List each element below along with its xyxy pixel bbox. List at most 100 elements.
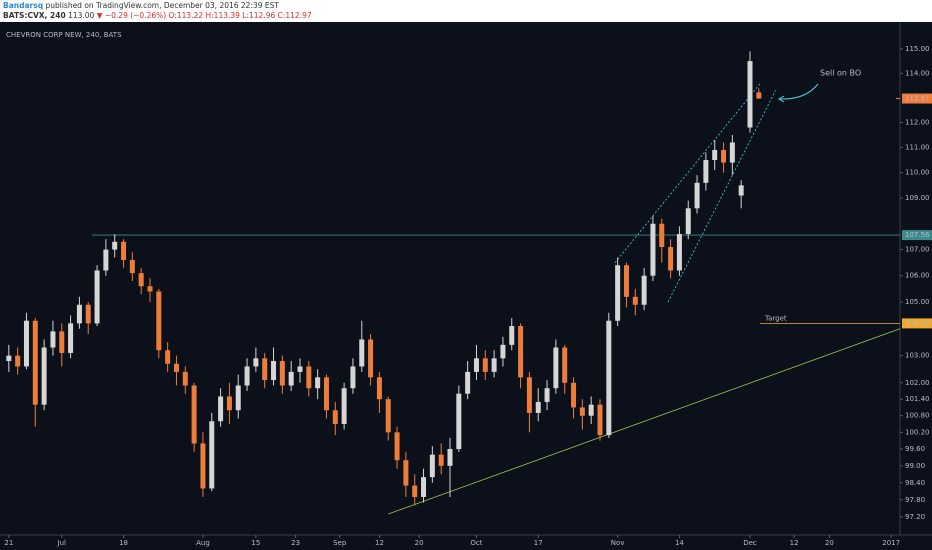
candle-body	[191, 385, 197, 444]
author[interactable]: Bandarsq	[3, 1, 43, 10]
x-tick-label: Dec	[743, 539, 757, 547]
candle-body	[509, 326, 515, 345]
y-tick-label: 100.20	[905, 428, 930, 436]
y-tick-label: 102.00	[905, 379, 930, 387]
candle-body	[94, 270, 100, 324]
y-tick-label: 110.00	[905, 169, 930, 177]
x-tick-label: Nov	[611, 539, 625, 547]
level-label: 104.20	[905, 319, 930, 327]
x-tick-label: 23	[291, 539, 300, 547]
candle-body	[76, 304, 82, 324]
candle-body	[350, 366, 356, 389]
candle-body	[226, 396, 232, 411]
trend-line	[388, 328, 901, 515]
trend-line	[614, 82, 761, 263]
chart-title: CHEVRON CORP NEW, 240, BATS	[6, 31, 122, 39]
candle-body	[297, 366, 303, 372]
x-tick-label: 12	[790, 539, 799, 547]
header-bar	[0, 0, 932, 22]
x-tick-label: Sep	[333, 539, 347, 547]
candle-body	[606, 320, 612, 436]
candle-body	[279, 361, 285, 386]
candle-body	[306, 366, 312, 389]
candle-body	[288, 371, 294, 386]
candle-body	[579, 407, 585, 416]
level-text: Target	[764, 314, 787, 322]
candle-body	[615, 265, 621, 321]
candle-body	[650, 223, 656, 276]
y-tick-label: 99.00	[905, 462, 925, 470]
candle-body	[59, 331, 65, 353]
candle-body	[553, 347, 559, 389]
candle-body	[562, 347, 568, 383]
change: ▼ −0.29 (−0.26%)	[97, 11, 167, 20]
candle-body	[235, 385, 241, 411]
level-label: 107.56	[905, 231, 930, 239]
candle-body	[747, 61, 753, 128]
symbol-line: BATS:CVX, 240 113.00 ▼ −0.29 (−0.26%) O:…	[3, 11, 312, 20]
candle-body	[632, 296, 638, 305]
candle-body	[703, 160, 709, 183]
x-tick-label: Jul	[57, 539, 67, 547]
candle-body	[376, 377, 382, 400]
candle-body	[641, 275, 647, 305]
candle-body	[597, 404, 603, 436]
candle-body	[85, 304, 91, 324]
candle-body	[218, 396, 224, 422]
candle-body	[685, 208, 691, 235]
candle-body	[729, 142, 735, 163]
level-label-box	[902, 230, 932, 241]
candle-body	[738, 185, 744, 196]
candle-body	[491, 358, 497, 372]
candle-body	[271, 361, 277, 381]
candle-body	[23, 320, 29, 367]
candle-body	[209, 421, 215, 489]
candle-body	[173, 363, 179, 372]
y-tick-label: 111.00	[905, 143, 930, 151]
x-tick-label: 2017	[882, 539, 900, 547]
y-tick-label: 100.80	[905, 412, 930, 420]
header-line: Bandarsq published on TradingView.com, D…	[3, 1, 279, 10]
candle-body	[182, 371, 188, 386]
candle-body	[385, 399, 391, 433]
symbol: BATS:CVX, 240	[3, 11, 66, 20]
candle-body	[394, 432, 400, 461]
candle-body	[332, 410, 338, 425]
candle-body	[544, 388, 550, 402]
candle-body	[121, 241, 127, 261]
candle-body	[659, 223, 665, 248]
candle-body	[526, 377, 532, 413]
annotation-arrow	[779, 83, 819, 100]
candle-body	[50, 331, 56, 348]
level-label-box	[902, 318, 932, 329]
candle-body	[244, 366, 250, 386]
published: published on TradingView.com, December 0…	[45, 1, 279, 10]
y-tick-label: 112.00	[905, 119, 930, 127]
annotation-text: Sell on BO	[820, 69, 861, 78]
candle-body	[253, 358, 259, 367]
candle-body	[438, 454, 444, 466]
candle-body	[473, 358, 479, 372]
candle-body	[341, 388, 347, 425]
y-tick-label: 97.20	[905, 513, 925, 521]
candle-body	[103, 249, 109, 271]
candle-body	[368, 339, 374, 378]
price: 113.00	[68, 11, 94, 20]
candle-body	[323, 377, 329, 411]
x-tick-label: 15	[251, 539, 260, 547]
candle-body	[447, 449, 453, 466]
candle-body	[15, 355, 21, 367]
candle-body	[676, 234, 682, 271]
candle-body	[41, 347, 47, 405]
candle-body	[482, 358, 488, 372]
y-tick-label: 105.00	[905, 298, 930, 306]
x-tick-label: 21	[4, 539, 13, 547]
x-tick-label: Aug	[196, 539, 210, 547]
candle-body	[68, 323, 74, 353]
candle-body	[456, 393, 462, 450]
x-tick-label: 18	[119, 539, 128, 547]
candle-body	[147, 286, 153, 292]
y-tick-label: 99.60	[905, 445, 925, 453]
y-tick-label: 101.40	[905, 395, 930, 403]
